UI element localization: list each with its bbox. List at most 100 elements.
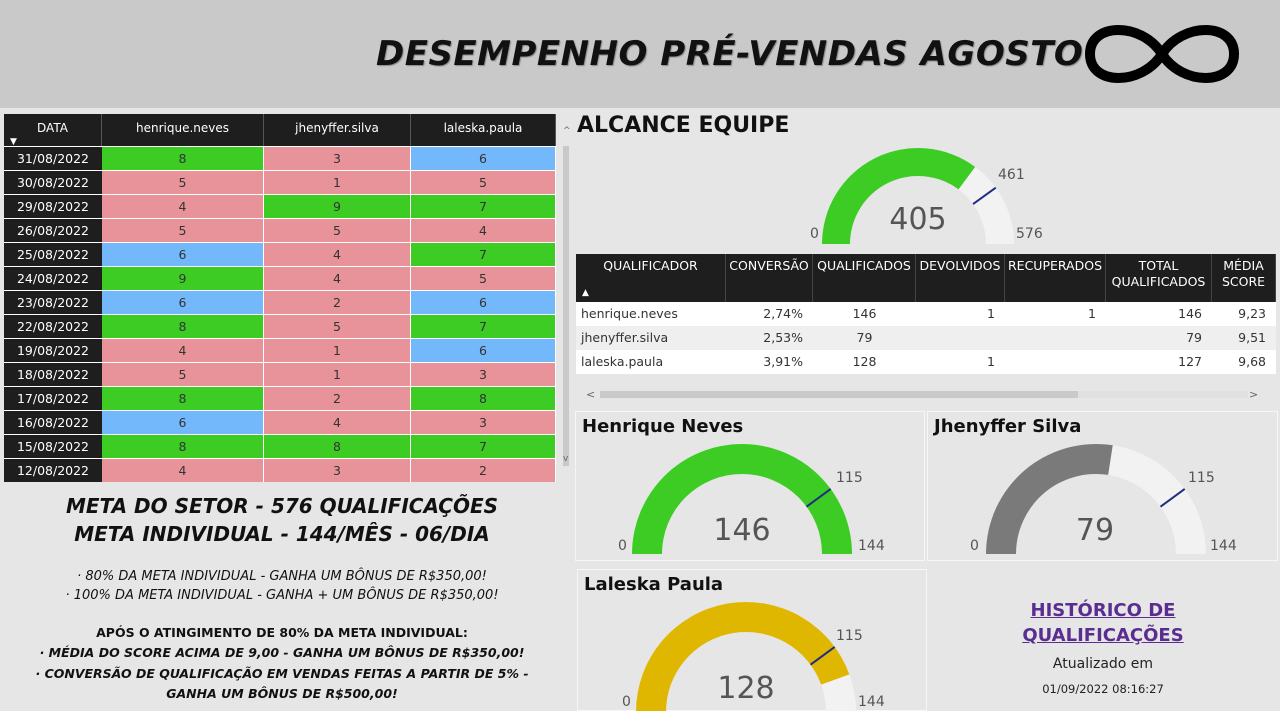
scroll-left-icon[interactable]: <: [586, 388, 596, 401]
qualif-cell: 128: [852, 354, 877, 369]
matrix-value-cell: 6: [102, 411, 264, 434]
updated-label: Atualizado em: [1052, 656, 1154, 672]
matrix-vertical-scrollbar[interactable]: [562, 138, 570, 468]
matrix-date-cell: 29/08/2022: [4, 195, 102, 218]
matrix-value-cell: 6: [411, 339, 556, 362]
gauge-fill: [986, 444, 1113, 554]
matrix-row: 26/08/2022 5 5 4: [4, 219, 556, 243]
matrix-value-cell: 9: [264, 195, 411, 218]
matrix-value-cell: 4: [264, 411, 411, 434]
column-header-henrique[interactable]: henrique.neves: [102, 114, 264, 146]
gauge-target-marker: [805, 488, 832, 508]
matrix-value-cell: 8: [102, 435, 264, 458]
qualif-cell: 146: [852, 306, 877, 321]
scroll-up-icon[interactable]: ^: [563, 126, 571, 136]
matrix-row: 23/08/2022 6 2 6: [4, 291, 556, 315]
matrix-row: 31/08/2022 8 3 6: [4, 147, 556, 171]
matrix-value-cell: 3: [264, 147, 411, 170]
qualif-cell: 2,74%: [763, 306, 803, 321]
matrix-value-cell: 3: [411, 363, 556, 386]
matrix-value-cell: 8: [264, 435, 411, 458]
matrix-value-cell: 3: [264, 459, 411, 482]
matrix-value-cell: 2: [264, 291, 411, 314]
rule-line: · CONVERSÃO DE QUALIFICAÇÃO EM VENDAS FE…: [35, 666, 529, 681]
qualif-column-header[interactable]: QUALIFICADOS: [813, 254, 916, 302]
scroll-right-icon[interactable]: >: [1249, 388, 1259, 401]
qualif-cell: 9,68: [1238, 354, 1266, 369]
matrix-date-cell: 15/08/2022: [4, 435, 102, 458]
matrix-value-cell: 1: [264, 363, 411, 386]
qualif-column-header[interactable]: DEVOLVIDOS: [916, 254, 1005, 302]
matrix-value-cell: 4: [411, 219, 556, 242]
qualif-column-header[interactable]: MÉDIA SCORE: [1212, 254, 1276, 302]
rule-line: · MÉDIA DO SCORE ACIMA DE 9,00 - GANHA U…: [39, 645, 525, 660]
gauge-value-label: 146: [713, 513, 771, 548]
gauge-min-label: 0: [810, 226, 819, 242]
page-title: DESEMPENHO PRÉ-VENDAS AGOSTO: [376, 34, 1084, 74]
qualif-column-header[interactable]: CONVERSÃO: [726, 254, 813, 302]
matrix-value-cell: 3: [411, 411, 556, 434]
matrix-value-cell: 4: [102, 339, 264, 362]
gauge-target-label: 461: [998, 167, 1025, 183]
matrix-value-cell: 5: [411, 267, 556, 290]
qualif-cell: 9,23: [1238, 306, 1266, 321]
meta-individual-text: META INDIVIDUAL - 144/MÊS - 06/DIA: [74, 522, 490, 546]
daily-matrix-table: DATA ▼ henrique.neves jhenyffer.silva la…: [4, 114, 556, 482]
gauge-card-title: Laleska Paula: [584, 574, 724, 595]
qualificador-table: QUALIFICADOR CONVERSÃO QUALIFICADOS DEVOLVI…: [576, 254, 1276, 374]
matrix-date-cell: 18/08/2022: [4, 363, 102, 386]
gauge-max-label: 576: [1016, 226, 1043, 242]
gauge-target-marker: [809, 646, 836, 666]
team-gauge: [822, 147, 1014, 244]
matrix-date-cell: 16/08/2022: [4, 411, 102, 434]
matrix-value-cell: 7: [411, 243, 556, 266]
henrique-gauge: [632, 444, 852, 554]
sort-desc-icon: ▼: [10, 137, 17, 147]
matrix-value-cell: 4: [264, 267, 411, 290]
matrix-date-cell: 12/08/2022: [4, 459, 102, 482]
matrix-date-cell: 17/08/2022: [4, 387, 102, 410]
qualif-cell: 1: [987, 354, 995, 369]
rule-line: · 100% DA META INDIVIDUAL - GANHA + UM B…: [65, 588, 499, 603]
qualif-cell: [1005, 350, 1096, 374]
qualif-cell: 79: [856, 330, 873, 345]
matrix-value-cell: 6: [411, 291, 556, 314]
matrix-value-cell: 1: [264, 171, 411, 194]
qualif-column-header[interactable]: QUALIFICADOR: [576, 254, 726, 302]
qualif-column-header[interactable]: TOTAL QUALIFICADOS: [1106, 254, 1212, 302]
gauge-target-label: 115: [1188, 470, 1215, 486]
qualif-cell: 9,51: [1238, 330, 1266, 345]
matrix-row: 15/08/2022 8 8 7: [4, 435, 556, 459]
matrix-value-cell: 8: [102, 315, 264, 338]
qualif-row: [576, 326, 1276, 350]
historico-link[interactable]: HISTÓRICO DE QUALIFICAÇÕES: [1022, 600, 1184, 646]
scroll-down-icon[interactable]: v: [563, 454, 569, 464]
laleska-gauge: [636, 602, 856, 711]
matrix-value-cell: 4: [102, 459, 264, 482]
qualif-cell: 127: [1178, 354, 1202, 369]
matrix-value-cell: 6: [102, 291, 264, 314]
matrix-row: 29/08/2022 4 9 7: [4, 195, 556, 219]
matrix-date-cell: 30/08/2022: [4, 171, 102, 194]
gauge-value-label: 79: [1075, 513, 1115, 548]
header-bar: DESEMPENHO PRÉ-VENDAS AGOSTO: [0, 0, 1280, 108]
matrix-value-cell: 5: [102, 219, 264, 242]
qualif-column-header[interactable]: RECUPERADOS: [1005, 254, 1106, 302]
column-header-laleska[interactable]: laleska.paula: [411, 114, 556, 146]
matrix-date-cell: 31/08/2022: [4, 147, 102, 170]
qualif-cell: henrique.neves: [581, 306, 678, 321]
matrix-value-cell: 5: [264, 315, 411, 338]
column-header-jhenyffer[interactable]: jhenyffer.silva: [264, 114, 411, 146]
matrix-value-cell: 8: [102, 147, 264, 170]
gauge-fill: [636, 602, 850, 711]
table-horizontal-scrollbar[interactable]: [600, 391, 1248, 398]
matrix-value-cell: 6: [411, 147, 556, 170]
matrix-date-cell: 26/08/2022: [4, 219, 102, 242]
matrix-row: 19/08/2022 4 1 6: [4, 339, 556, 363]
matrix-value-cell: 4: [102, 195, 264, 218]
alcance-equipe-title: ALCANCE EQUIPE: [577, 113, 790, 138]
matrix-value-cell: 1: [264, 339, 411, 362]
rule-line: APÓS O ATINGIMENTO DE 80% DA META INDIVI…: [96, 625, 468, 640]
column-header-data[interactable]: DATA ▼: [4, 114, 102, 147]
matrix-date-cell: 22/08/2022: [4, 315, 102, 338]
